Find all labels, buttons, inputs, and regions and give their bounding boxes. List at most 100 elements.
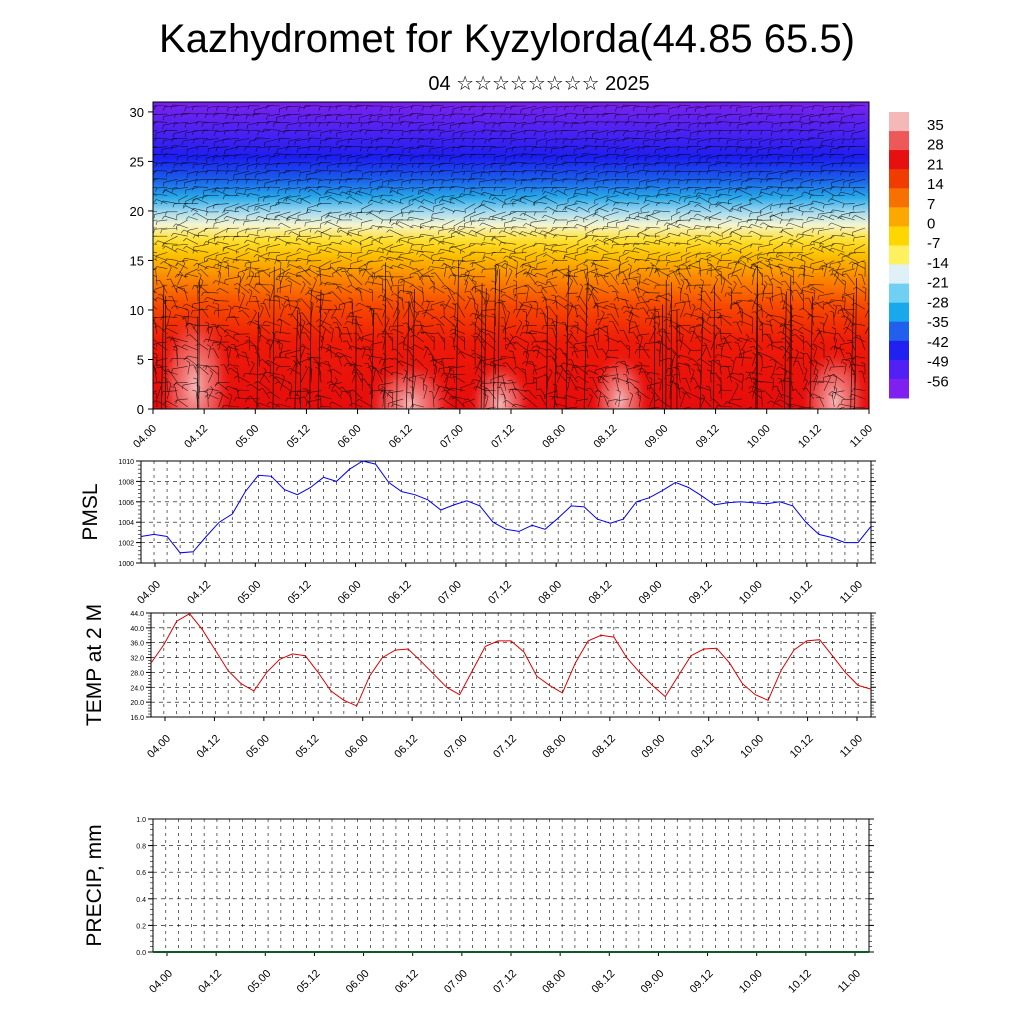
wind-barb: [647, 267, 660, 269]
wind-barb: [413, 187, 424, 189]
wind-barb: [484, 162, 496, 166]
wind-barb-flag: [224, 265, 228, 269]
wind-barb-flag: [779, 105, 782, 109]
wind-barb: [463, 211, 476, 218]
wind-barb: [453, 219, 465, 227]
wind-barb-flag: [811, 162, 815, 166]
wind-barb: [264, 195, 281, 198]
wind-barb: [738, 122, 753, 126]
wind-barb: [247, 248, 260, 253]
wind-barb-flag: [543, 157, 545, 162]
wind-barb-flag: [469, 154, 473, 159]
wind-barb-flag: [828, 268, 833, 272]
wind-barb: [718, 219, 732, 226]
wind-barb: [203, 291, 219, 294]
wind-barb: [153, 193, 168, 196]
wind-barb: [612, 244, 630, 246]
wind-barb: [418, 113, 435, 116]
wind-barb: [626, 121, 640, 123]
wind-barb: [831, 214, 845, 221]
wind-barb: [636, 279, 640, 294]
wind-barb-flag: [467, 178, 471, 183]
wind-barb: [224, 257, 240, 261]
wind-barb-flag: [626, 192, 630, 196]
wind-barb-flag: [769, 214, 773, 218]
wind-barb-flag: [584, 162, 587, 167]
wind-barb: [327, 215, 342, 221]
wind-barb: [360, 268, 373, 271]
wind-barb: [485, 256, 496, 261]
wind-barb-flag: [438, 199, 442, 204]
wind-barb: [459, 226, 476, 229]
wind-barb: [371, 170, 383, 173]
wind-barb: [717, 265, 732, 269]
wind-barb-flag: [457, 230, 461, 235]
wind-barb: [820, 178, 835, 181]
wind-barb: [378, 113, 394, 117]
wind-barb: [351, 252, 363, 254]
wind-barb: [494, 197, 507, 204]
wind-barb-flag: [553, 117, 555, 122]
wind-barb-flag: [717, 137, 721, 142]
wind-barb: [583, 153, 599, 156]
wind-barb-flag: [201, 291, 204, 296]
wind-barb-flag: [810, 200, 814, 205]
wind-barb-flag: [792, 149, 794, 154]
wind-barb: [502, 248, 517, 253]
wind-barb: [153, 274, 158, 278]
wind-barb-flag: [624, 217, 628, 221]
wind-barb: [157, 219, 168, 222]
wind-barb: [450, 195, 465, 200]
wind-barb-flag: [212, 157, 214, 162]
wind-barb-flag: [591, 105, 593, 110]
wind-barb-flag: [256, 180, 259, 185]
wind-barb-flag: [727, 263, 729, 268]
wind-barb-flag: [222, 123, 225, 128]
wind-barb: [163, 138, 178, 141]
wind-barb: [741, 263, 746, 277]
wind-barb: [382, 198, 394, 204]
wind-barb: [576, 260, 589, 267]
wind-barb-flag: [258, 269, 263, 272]
wind-barb: [680, 187, 691, 190]
wind-barb-flag: [666, 233, 670, 237]
wind-barb: [716, 161, 732, 164]
wind-barb: [208, 105, 219, 108]
wind-barb-flag: [180, 113, 184, 117]
wind-barb-flag: [788, 218, 791, 223]
wind-barb-flag: [837, 215, 841, 220]
wind-barb-flag: [765, 186, 768, 191]
wind-barb-flag: [502, 138, 504, 143]
wind-barb-flag: [746, 121, 749, 126]
wind-barb: [699, 268, 712, 271]
wind-barb: [761, 191, 773, 196]
wind-barb: [779, 263, 794, 269]
wind-barb-flag: [673, 265, 678, 267]
wind-barb-flag: [658, 156, 660, 161]
wind-barb: [678, 113, 691, 116]
wind-barb-flag: [411, 173, 413, 178]
wind-barb: [549, 281, 558, 294]
wind-barb-flag: [696, 196, 700, 200]
wind-barb: [731, 283, 737, 294]
wind-barb: [484, 252, 496, 255]
wind-barb: [747, 186, 763, 188]
wind-barb: [567, 170, 578, 172]
wind-barb-flag: [222, 257, 225, 261]
wind-barb-flag: [828, 113, 831, 118]
wind-barb-flag: [564, 113, 567, 118]
wind-barb: [810, 121, 825, 123]
wind-barb: [574, 146, 589, 150]
wind-barb-flag: [142, 173, 143, 177]
wind-barb: [214, 203, 229, 205]
wind-barb: [788, 187, 804, 189]
wind-barb: [850, 211, 866, 213]
wind-barb-flag: [759, 222, 764, 226]
wind-barb: [680, 195, 691, 198]
wind-barb-flag: [388, 199, 392, 203]
wind-barb-flag: [780, 194, 783, 199]
wind-barb-flag: [164, 211, 167, 216]
wind-barb: [460, 260, 476, 262]
wind-barb-flag: [614, 187, 617, 192]
